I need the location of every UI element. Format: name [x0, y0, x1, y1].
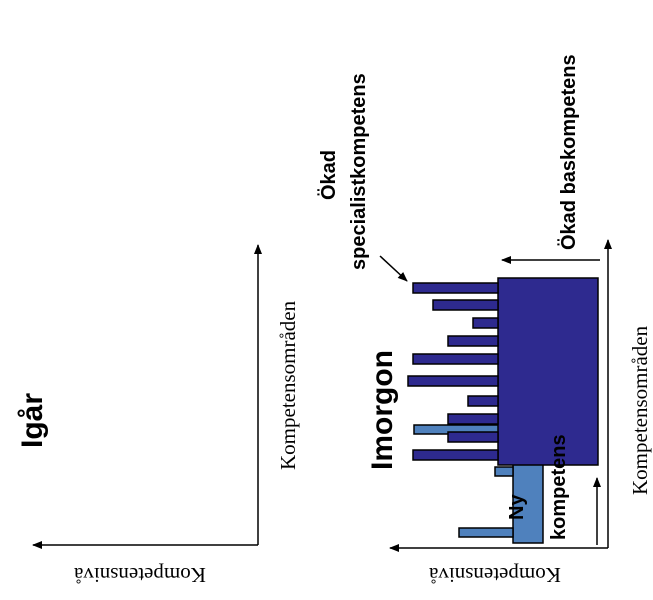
right-peak-bar — [472, 317, 499, 329]
left-peak-bar — [494, 466, 514, 477]
right-peak-bar — [412, 282, 499, 294]
new-annotation-line2: kompetens — [548, 434, 570, 540]
new-annotation-line1: Ny — [506, 494, 528, 520]
specialist-annotation-line2: specialistkompetens — [348, 73, 370, 270]
left-peak-bar — [458, 527, 514, 538]
right-diagram: Imorgon Kompetensområden Kompetensnivå Ö… — [317, 54, 652, 587]
left-axis-label-level: Kompetensnivå — [73, 563, 205, 587]
right-base-block — [497, 277, 599, 466]
right-peak-bar — [447, 431, 499, 443]
right-peak-bar — [467, 395, 499, 407]
right-peak-bar — [447, 413, 499, 425]
right-peak-bar — [432, 299, 499, 311]
right-axis-label-areas: Kompetensområden — [628, 325, 652, 495]
right-bars — [407, 277, 599, 466]
right-axis-label-level: Kompetensnivå — [428, 563, 560, 587]
left-axis-label-areas: Kompetensområden — [276, 300, 300, 470]
specialist-arrow — [379, 255, 408, 282]
right-peak-bar — [447, 335, 499, 347]
right-peak-bar — [412, 353, 499, 365]
left-title: Igår — [16, 393, 49, 448]
right-title: Imorgon — [366, 350, 399, 470]
right-peak-bar — [412, 449, 499, 461]
specialist-annotation-line1: Ökad — [317, 150, 340, 200]
base-annotation: Ökad baskompetens — [557, 54, 580, 250]
right-peak-bar — [407, 375, 499, 387]
